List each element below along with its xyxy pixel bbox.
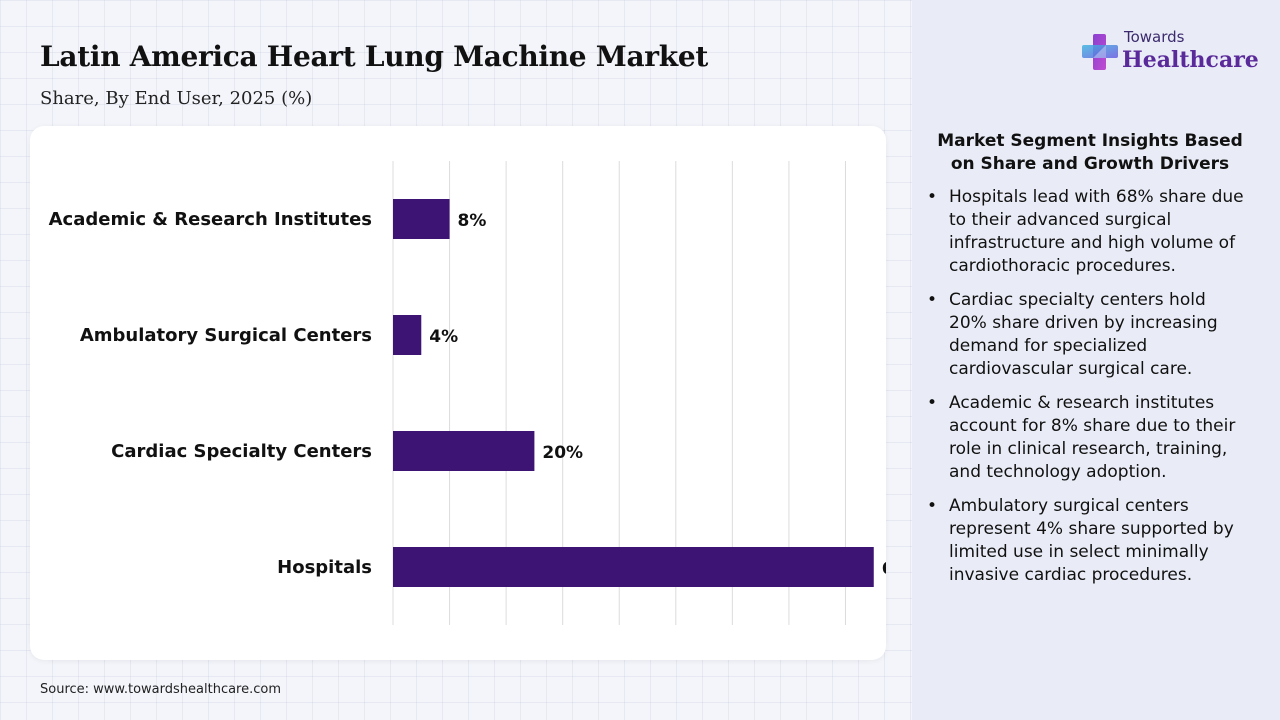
bullet-icon: • [927, 393, 938, 413]
insight-item: • Cardiac specialty centers hold 20% shar… [920, 289, 1260, 381]
bullet-icon: • [927, 290, 938, 310]
chart-card: Academic & Research Institutes 8% Ambulato… [30, 126, 886, 660]
labels: Academic & Research Institutes 8% Ambulato… [49, 209, 886, 579]
insight-item: • Hospitals lead with 68% share due to th… [920, 186, 1260, 278]
plus-cross-icon [1082, 34, 1118, 70]
insights-list: • Hospitals lead with 68% share due to th… [920, 186, 1260, 587]
category-label: Hospitals [277, 557, 372, 578]
insight-text: Academic & research institutes account f… [949, 393, 1236, 482]
data-label: 8% [458, 211, 487, 231]
logo-text-main: Healthcare [1122, 47, 1259, 73]
brand-logo: Towards Healthcare [1080, 28, 1260, 78]
insight-item: • Ambulatory surgical centers represent 4… [920, 495, 1260, 587]
source-note: Source: www.towardshealthcare.com [40, 682, 282, 697]
category-label: Academic & Research Institutes [49, 209, 372, 230]
insights-panel: Market Segment Insights Based on Share a… [920, 130, 1260, 598]
chart-subtitle: Share, By End User, 2025 (%) [40, 88, 313, 109]
bullet-icon: • [927, 496, 938, 516]
insights-title: Market Segment Insights Based on Share a… [937, 131, 1243, 174]
bar [393, 315, 422, 355]
bar [393, 199, 450, 239]
insight-text: Cardiac specialty centers hold 20% share… [949, 290, 1218, 379]
bullet-icon: • [927, 187, 938, 207]
category-label: Ambulatory Surgical Centers [80, 325, 372, 346]
insights-panel-background [912, 0, 1280, 720]
chart-title: Latin America Heart Lung Machine Market [40, 40, 709, 73]
logo-text-top: Towards [1124, 28, 1185, 46]
insight-text: Ambulatory surgical centers represent 4%… [949, 496, 1234, 585]
category-label: Cardiac Specialty Centers [111, 441, 372, 462]
data-label: 4% [429, 327, 458, 347]
bars [393, 199, 874, 587]
data-label: 68% [882, 559, 886, 579]
bar [393, 431, 535, 471]
insight-text: Hospitals lead with 68% share due to the… [949, 187, 1244, 276]
bar-chart: Academic & Research Institutes 8% Ambulato… [49, 161, 886, 625]
data-label: 20% [542, 443, 583, 463]
insight-item: • Academic & research institutes account … [920, 392, 1260, 484]
bar [393, 547, 874, 587]
